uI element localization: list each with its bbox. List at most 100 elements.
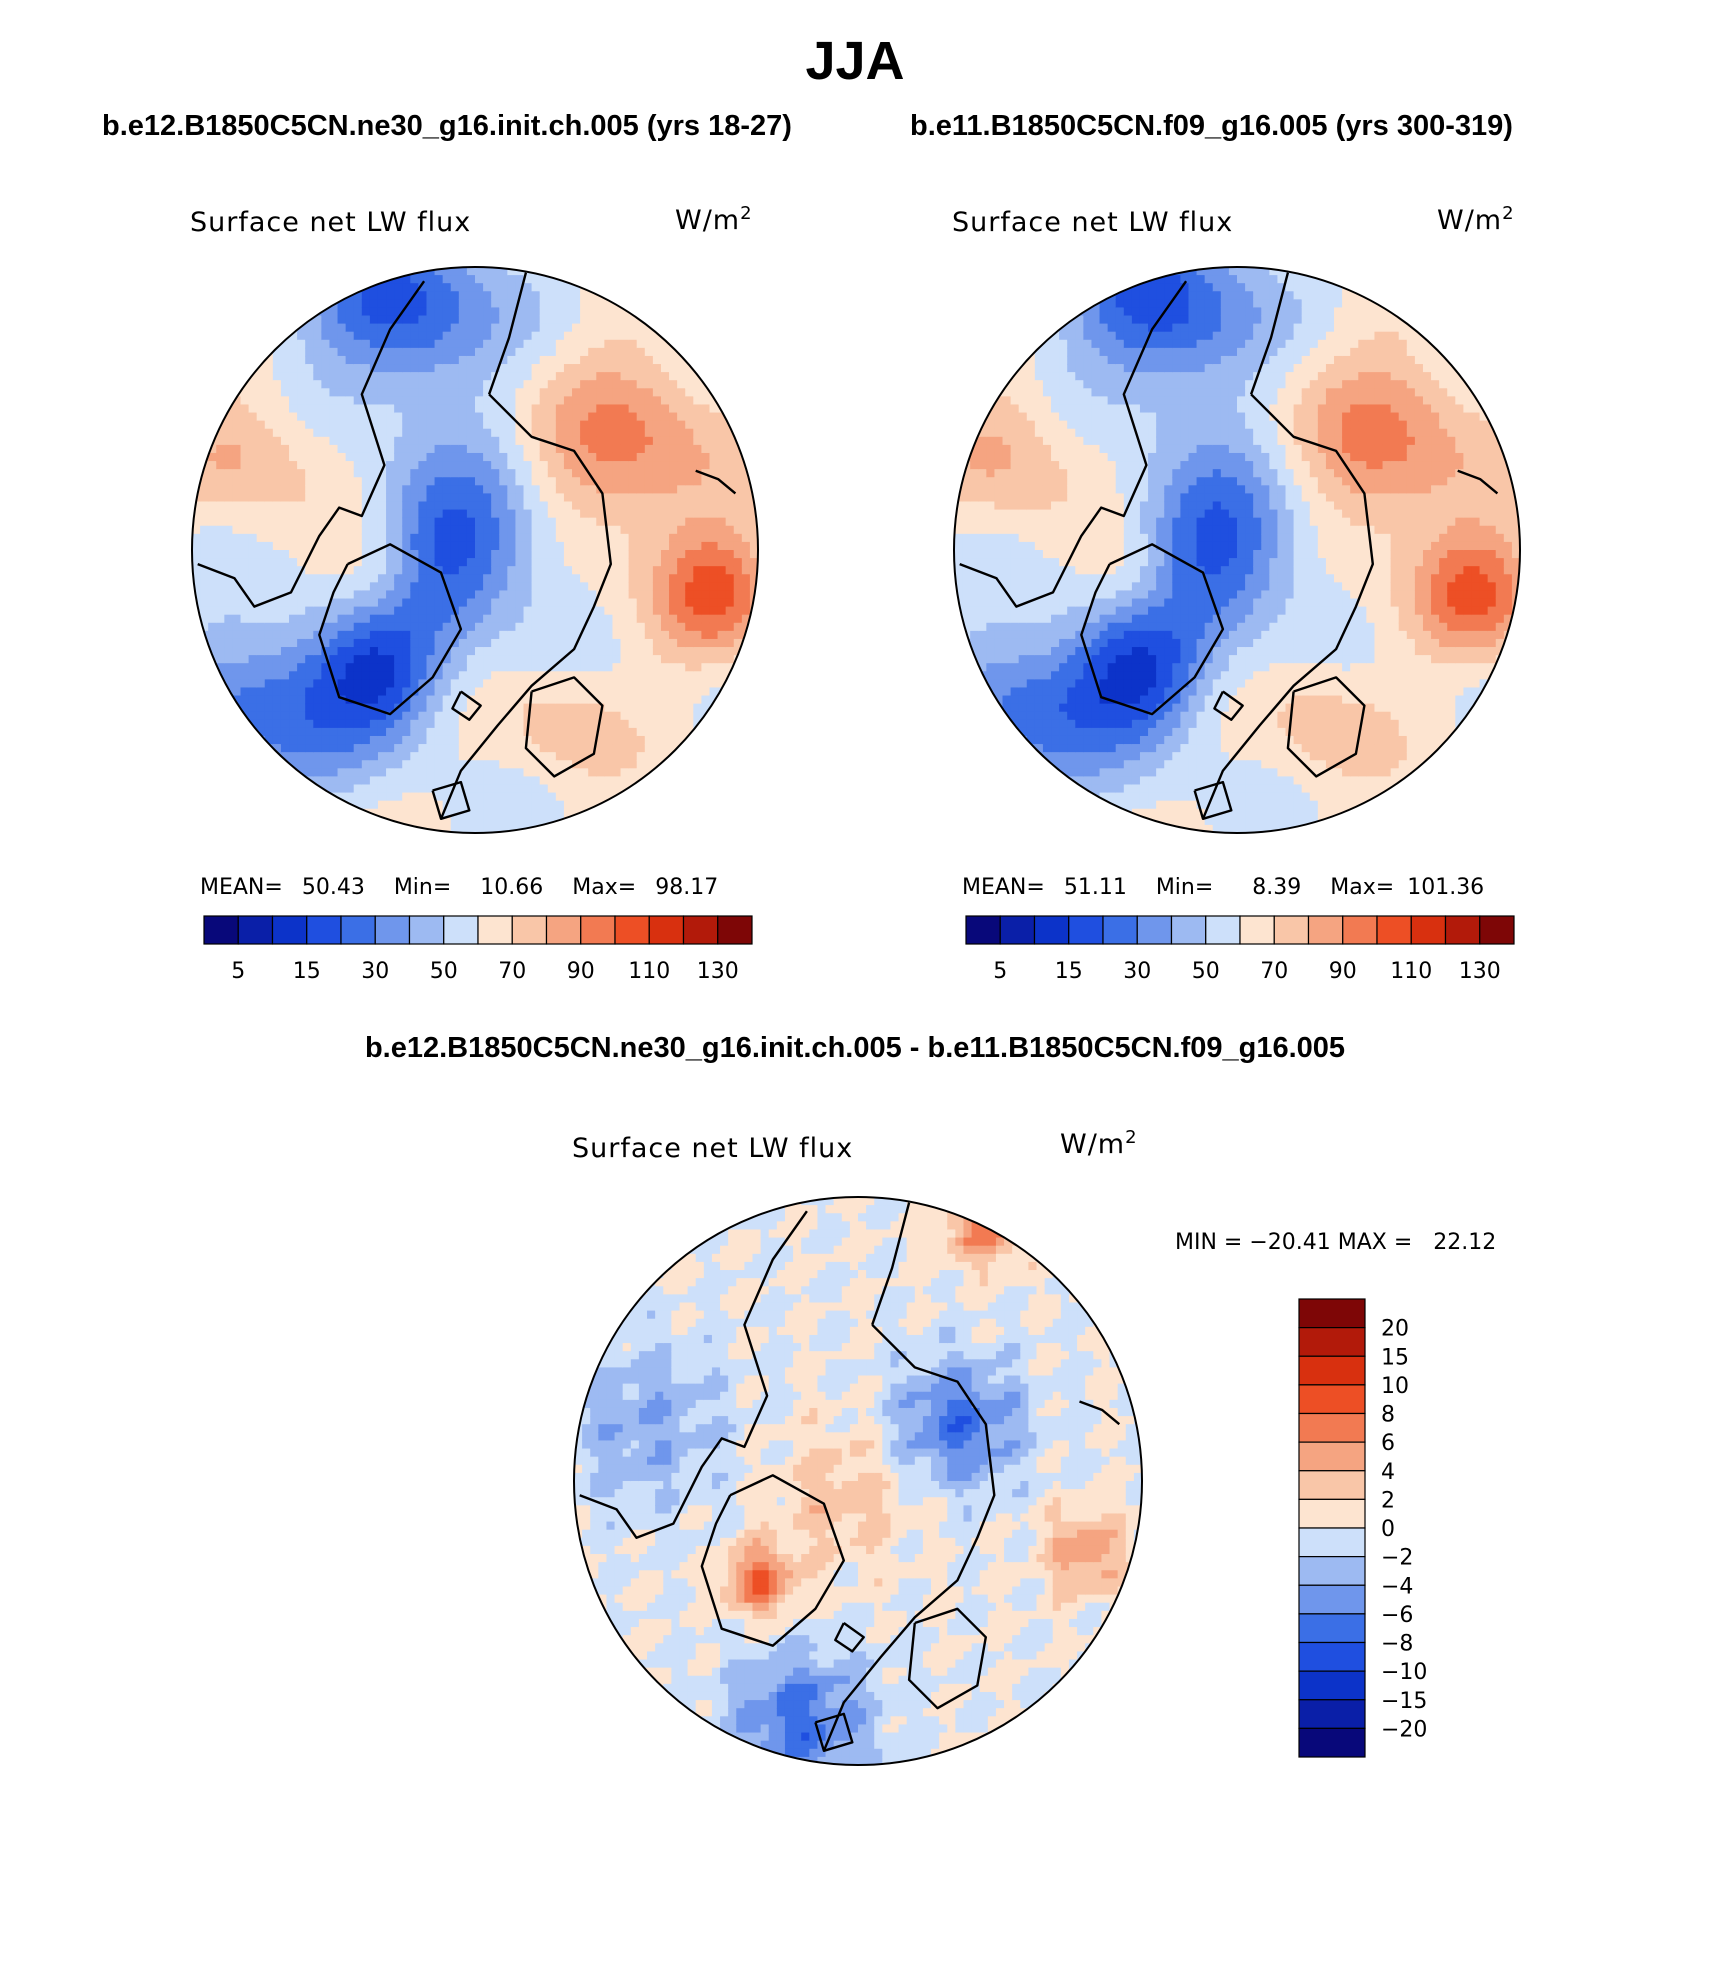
left-map-cell <box>216 647 225 656</box>
left-map-cell <box>466 339 476 349</box>
left-map-cell <box>313 477 322 486</box>
left-map-cell <box>523 493 533 503</box>
left-map-cell <box>321 582 331 592</box>
left-map-cell <box>426 647 436 656</box>
left-map-cell <box>604 509 614 519</box>
left-map-cell <box>329 444 339 454</box>
left-map-cell <box>620 719 630 729</box>
left-map-cell <box>539 679 549 689</box>
right-map-cell <box>1002 420 1012 430</box>
left-map-cell <box>450 735 460 745</box>
left-map-cell <box>499 550 508 559</box>
right-map-cell <box>1067 582 1076 592</box>
left-map-cell <box>660 630 670 640</box>
left-map-cell <box>442 679 452 689</box>
left-map-cell <box>475 816 484 826</box>
left-map-cell <box>192 550 201 559</box>
left-map-cell <box>491 267 500 276</box>
left-map-cell <box>717 630 727 640</box>
right-map-cell <box>1026 590 1036 600</box>
right-map-cell <box>1042 735 1052 745</box>
left-map-cell <box>741 525 751 535</box>
left-map-cell <box>200 558 209 567</box>
left-map-cell <box>377 638 387 648</box>
left-map-cell <box>636 744 646 753</box>
left-map-cell <box>628 485 638 494</box>
left-map-cell <box>507 347 517 357</box>
left-map-cell <box>475 291 484 300</box>
right-map-cell <box>1002 404 1012 414</box>
left-map-cell <box>297 347 306 357</box>
left-map-cell <box>693 444 702 454</box>
left-map-cell <box>208 461 217 470</box>
left-map-cell <box>709 436 719 446</box>
right-map-cell <box>1026 364 1036 373</box>
left-map-cell <box>410 679 419 689</box>
left-map-cell <box>636 501 646 511</box>
left-map-cell <box>434 517 444 527</box>
left-map-cell <box>386 614 395 624</box>
right-map-cell <box>1083 485 1093 494</box>
left-map-cell <box>458 493 468 503</box>
left-map-cell <box>369 808 379 818</box>
right-map-cell <box>1083 428 1093 438</box>
left-map-cell <box>612 388 622 397</box>
left-map-cell <box>612 412 622 422</box>
left-map-cell <box>572 590 581 600</box>
left-map-cell <box>701 614 711 624</box>
left-map-cell <box>418 719 428 729</box>
left-map-cell <box>604 404 614 414</box>
left-map-cell <box>652 396 662 406</box>
left-map-cell <box>458 469 468 478</box>
left-map-cell <box>353 800 363 810</box>
left-map-cell <box>572 558 581 567</box>
left-map-cell <box>588 655 597 664</box>
left-map-cell <box>458 768 468 777</box>
right-map-cell <box>1059 501 1068 511</box>
right-map-cell <box>1051 404 1060 414</box>
right-map-cell <box>978 630 987 640</box>
left-map-cell <box>652 671 662 680</box>
right-map-cell <box>978 655 987 664</box>
right-map-cell <box>1075 768 1084 777</box>
left-map-cell <box>612 550 622 559</box>
left-map-cell <box>280 655 290 664</box>
right-map-cell <box>1107 469 1117 478</box>
left-map-cell <box>725 566 735 575</box>
left-map-cell <box>200 614 209 624</box>
left-map-cell <box>539 355 549 365</box>
left-map-cell <box>669 711 678 721</box>
left-map-cell <box>660 550 670 559</box>
right-map-cell <box>1083 703 1093 713</box>
left-map-cell <box>523 638 533 648</box>
left-map-cell <box>523 396 533 406</box>
left-map-cell <box>297 509 306 519</box>
left-map-cell <box>353 493 363 503</box>
right-map-cell <box>1075 347 1084 357</box>
left-map-cell <box>272 396 282 406</box>
left-map-cell <box>717 461 727 470</box>
left-map-cell <box>507 760 517 769</box>
left-map-cell <box>620 412 630 422</box>
left-map-cell <box>725 638 735 648</box>
right-map-cell <box>994 606 1004 616</box>
left-map-cell <box>345 598 355 608</box>
left-map-cell <box>547 501 557 511</box>
right-map-cell <box>1083 590 1093 600</box>
left-map-cell <box>305 347 314 357</box>
right-map-cell <box>994 655 1004 664</box>
left-map-cell <box>361 541 371 551</box>
right-map-cell <box>1051 574 1060 583</box>
left-map-cell <box>572 533 581 543</box>
left-map-cell <box>345 355 355 365</box>
left-map-cell <box>475 307 484 317</box>
left-map-cell <box>402 703 411 713</box>
left-map-cell <box>644 509 654 519</box>
left-map-cell <box>636 436 646 446</box>
left-map-cell <box>313 541 322 551</box>
left-map-cell <box>369 816 379 826</box>
left-map-cell <box>426 517 436 527</box>
left-map-cell <box>450 768 460 777</box>
left-map-cell <box>321 388 331 397</box>
left-map-cell <box>232 444 242 454</box>
